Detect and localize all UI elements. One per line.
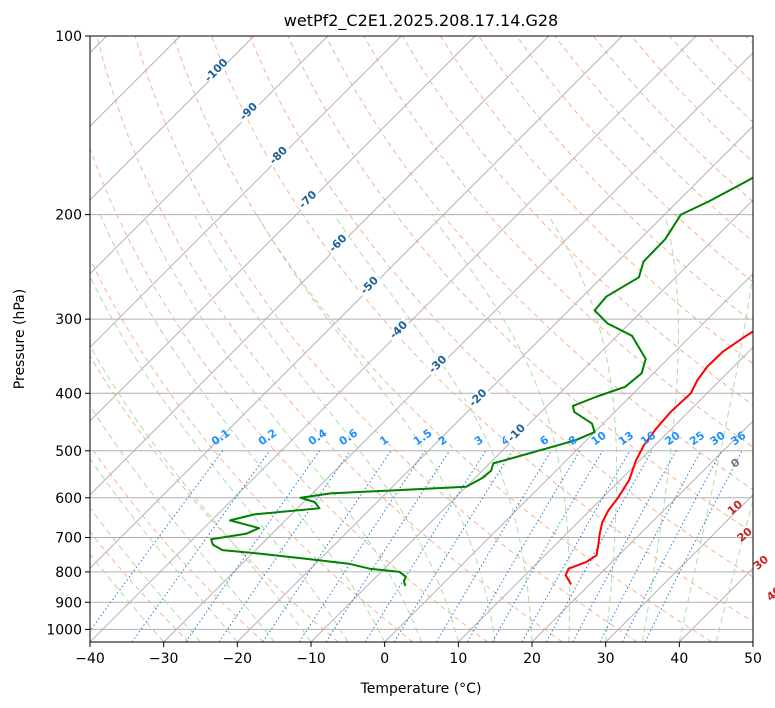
mixing-ratio-line [545, 450, 653, 642]
dewpoint-profile-line [210, 176, 753, 587]
temperature-profile-line [564, 330, 753, 585]
moist-adiabat-label: 30 [751, 553, 771, 573]
dry-adiabat-line [249, 36, 753, 578]
dry-adiabat-line [96, 36, 563, 642]
mixing-ratio-line [325, 450, 451, 642]
moist-adiabat-line [90, 457, 238, 642]
isotherm-line [384, 273, 753, 642]
isotherm-line [90, 36, 402, 348]
dry-adiabat-line [172, 36, 712, 642]
dry-adiabat-line [90, 530, 190, 642]
mixing-ratio-line [364, 450, 487, 642]
isotherm-label-bg [203, 57, 229, 83]
isotherm-label-bg [465, 385, 491, 411]
background-lines [90, 36, 753, 642]
isotherm-line [605, 494, 753, 642]
axes: −40 −30 −20 −10 0 10 20 30 40 50 1000 900 800 700 600 5… [46, 29, 762, 667]
plot-background [90, 36, 753, 642]
isotherm-line [90, 36, 550, 496]
isotherm-label-bg [236, 99, 261, 124]
x-tick-label: −30 [149, 651, 179, 667]
moist-adiabat-line [90, 345, 312, 642]
isotherm-line [163, 52, 753, 642]
isotherm-label-bg [386, 317, 411, 343]
dry-adiabat-line [90, 444, 264, 642]
y-tick-label: 400 [55, 386, 82, 402]
moist-adiabat-line [193, 214, 459, 642]
mixing-ratio-line [435, 450, 552, 642]
mixing-ratio-line [599, 450, 702, 642]
mixing-ratio-line [90, 450, 224, 632]
dry-adiabat-line [287, 36, 753, 534]
moist-adiabat-line [333, 214, 533, 642]
isotherm-line [236, 125, 753, 642]
isotherm-line [90, 36, 329, 275]
dry-adiabat-line [134, 36, 638, 642]
y-tick-label: 200 [55, 208, 82, 224]
dry-adiabat-line [90, 354, 339, 642]
isotherm-line [90, 36, 255, 201]
moist-adiabat-line [90, 404, 275, 642]
isotherm-line [531, 420, 753, 642]
isotherm-label-bg [425, 351, 451, 377]
moist-adiabat-line [430, 214, 571, 642]
dry-adiabat-line [401, 36, 753, 406]
dry-adiabat-line [516, 36, 753, 283]
x-tick-label: 40 [670, 651, 688, 667]
isotherm-label-bg [357, 273, 382, 298]
y-tick-label: 500 [55, 444, 82, 460]
moist-adiabat-line [99, 214, 386, 642]
isotherm-line [752, 641, 753, 642]
x-tick-label: −40 [75, 651, 105, 667]
dry-adiabat-line [90, 147, 488, 642]
y-tick-label: 700 [55, 531, 82, 547]
chart-title: wetPf2_C2E1.2025.208.17.14.G28 [284, 11, 558, 31]
x-tick-label: 30 [597, 651, 615, 667]
isotherm-label-bg [325, 230, 351, 256]
y-axis-label: Pressure (hPa) [12, 289, 28, 389]
x-tick-label: 10 [449, 651, 467, 667]
y-tick-label: 800 [55, 565, 82, 581]
mixing-ratio-line [644, 450, 743, 642]
mixing-ratio-line [131, 450, 271, 642]
isotherm-label-bg [295, 187, 321, 213]
y-tick-label: 1000 [46, 622, 82, 638]
dry-adiabat-line [439, 36, 753, 365]
x-tick-label: −10 [296, 651, 326, 667]
moist-adiabat-line [547, 214, 618, 642]
dry-adiabat-line [90, 257, 414, 642]
moist-adiabat-label: 40 [764, 584, 775, 604]
isotherm-line [90, 36, 623, 569]
x-axis-label: Temperature (°C) [360, 681, 482, 697]
isotherm-label-bg [504, 420, 529, 446]
isotherm-label-bg [266, 142, 291, 168]
moist-adiabat-line [678, 267, 753, 642]
mixing-ratio-line [262, 450, 392, 642]
mixing-ratio-line [521, 450, 631, 642]
y-tick-label: 100 [55, 29, 82, 45]
moist-adiabat-line [642, 214, 679, 642]
mixing-ratio-line [218, 450, 351, 642]
moist-adiabat-line [142, 214, 422, 642]
isotherm-line [457, 346, 753, 642]
dry-adiabat-line [211, 36, 753, 623]
y-tick-label: 900 [55, 595, 82, 611]
y-tick-label: 600 [55, 491, 82, 507]
x-tick-label: 0 [380, 651, 389, 667]
isotherm-line [90, 36, 476, 422]
x-tick-label: 50 [744, 651, 762, 667]
series-layer [210, 176, 753, 587]
mixing-ratio-line [185, 450, 321, 642]
x-tick-label: 20 [523, 651, 541, 667]
plot-frame [89, 35, 754, 643]
mixing-ratio-line [572, 450, 677, 642]
x-tick-label: −20 [223, 651, 253, 667]
y-tick-label: 300 [55, 312, 82, 328]
